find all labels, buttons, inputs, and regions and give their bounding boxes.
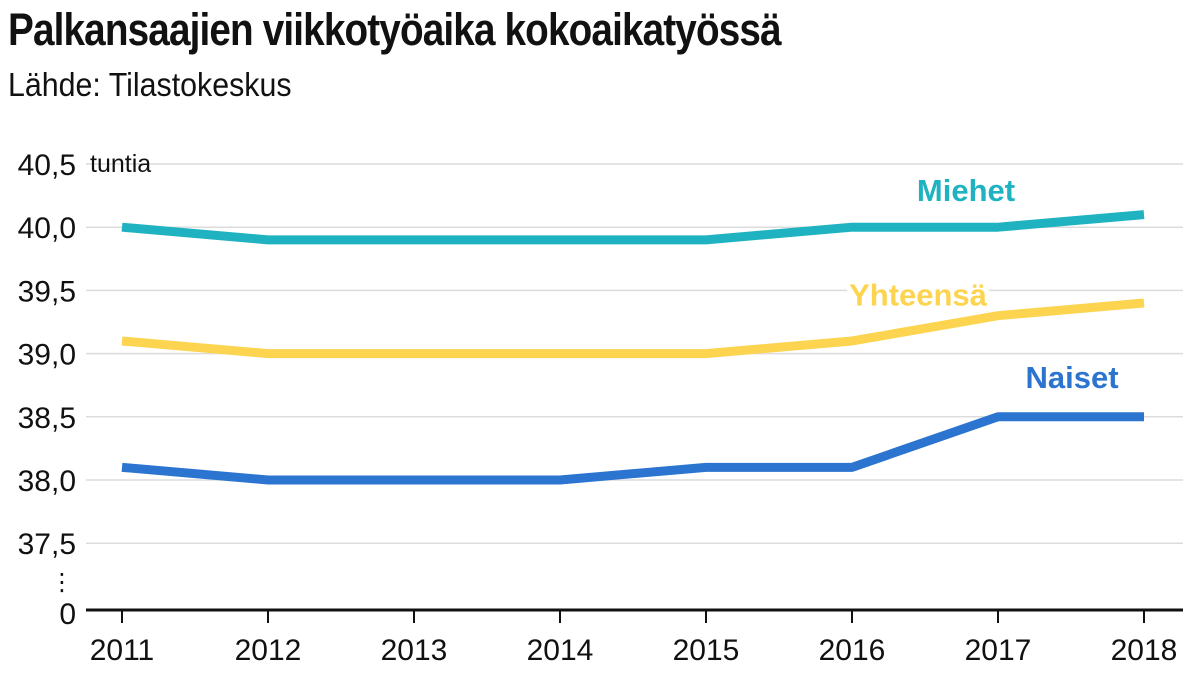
series-label-naiset: Naiset (1025, 360, 1118, 395)
series-line-yhteens- (121, 298, 1145, 359)
series-labels: Miehet Yhteensä Naiset (844, 168, 1123, 400)
series-line-miehet (121, 210, 1145, 245)
series-label-miehet: Miehet (917, 173, 1015, 208)
series-line-naiset (121, 412, 1144, 485)
chart-title: Palkansaajien viikkotyöaika kokoaikatyös… (8, 4, 782, 55)
y-tick-label: 37,5 (18, 528, 76, 561)
y-tick-label: 40,5 (18, 149, 76, 182)
series-lines (121, 210, 1145, 485)
y-unit-label: tuntia (90, 150, 151, 178)
y-tick-label: 38,0 (18, 465, 76, 498)
series-label-yhteens-: Yhteensä (849, 278, 988, 313)
x-tick-label: 2014 (527, 634, 594, 667)
y-tick-label: 38,5 (18, 402, 76, 435)
y-tick-label: 39,0 (18, 339, 76, 372)
y-tick-label-zero: 0 (59, 598, 76, 631)
chart-source: Lähde: Tilastokeskus (8, 66, 292, 103)
y-axis-ticks: 40,5 40,0 39,5 39,0 38,5 38,0 37,5 ⋮0 (18, 149, 76, 631)
x-tick-label: 2015 (673, 634, 740, 667)
x-tick-label: 2013 (381, 634, 448, 667)
axis-break-symbol: ⋮ (50, 569, 74, 596)
x-tick-label: 2018 (1111, 634, 1178, 667)
x-tick-label: 2016 (819, 634, 886, 667)
x-axis: 2011 2012 2013 2014 2015 2016 2017 2018 (86, 608, 1183, 667)
x-tick-label: 2017 (965, 634, 1032, 667)
y-tick-label: 39,5 (18, 275, 76, 308)
x-tick-label: 2011 (90, 634, 155, 667)
y-tick-label: 40,0 (18, 212, 76, 245)
x-tick-label: 2012 (235, 634, 302, 667)
